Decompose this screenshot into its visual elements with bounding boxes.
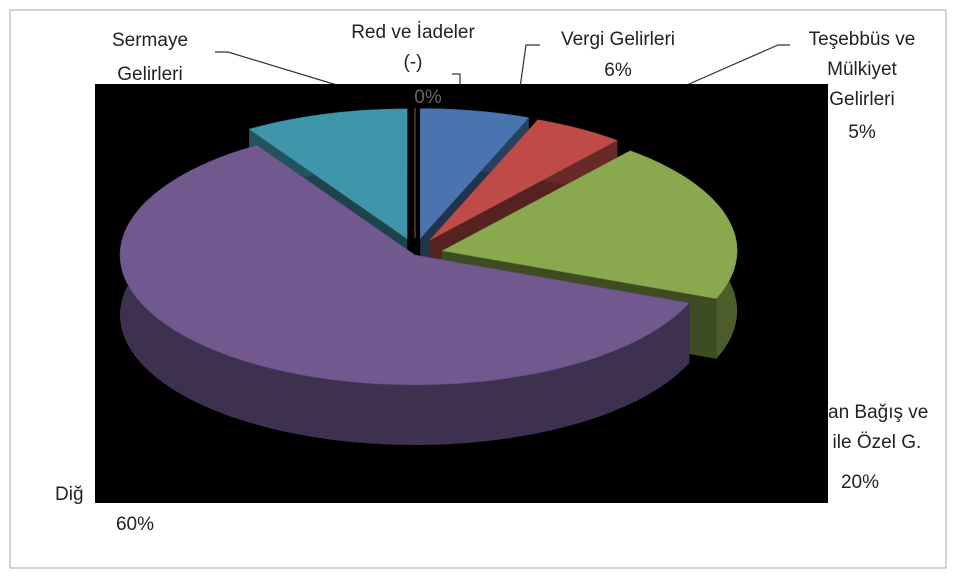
- slice: [248, 108, 408, 240]
- overlay-labels: 0%: [414, 87, 442, 108]
- slice-label: (-): [404, 52, 423, 73]
- leader-line: [679, 44, 790, 89]
- slice-wall: [120, 145, 690, 445]
- value-label: 60%: [116, 514, 154, 535]
- value-label: 20%: [841, 472, 879, 493]
- leader-line: [215, 51, 341, 87]
- labels: Red ve İadeler (-) Vergi Gelirleri 6% Teşebb…: [55, 22, 928, 535]
- slice-label: . ile Özel G.: [822, 432, 921, 453]
- leader-line: [519, 44, 540, 89]
- slice-label: Diğ: [55, 484, 84, 505]
- slice-label: Vergi Gelirleri: [561, 29, 675, 50]
- value-label: 5%: [848, 122, 876, 143]
- slice: [429, 119, 618, 241]
- slice-label: Teşebbüs ve: [809, 29, 916, 50]
- pie: [119, 108, 738, 445]
- leader-line: [452, 73, 461, 88]
- slice-label: Sermaye: [112, 30, 188, 51]
- value-label: 0%: [414, 87, 442, 108]
- slice-label: an Bağış ve: [828, 402, 928, 423]
- slice: [419, 108, 530, 240]
- slice: [119, 144, 690, 386]
- slice-label: Gelirleri: [829, 89, 894, 110]
- slice-label: Mülkiyet: [827, 59, 897, 80]
- slice-label: Red ve İadeler: [351, 22, 475, 43]
- value-label: 6%: [604, 60, 632, 81]
- slice-label: Gelirleri: [117, 64, 182, 85]
- slice: [441, 150, 738, 299]
